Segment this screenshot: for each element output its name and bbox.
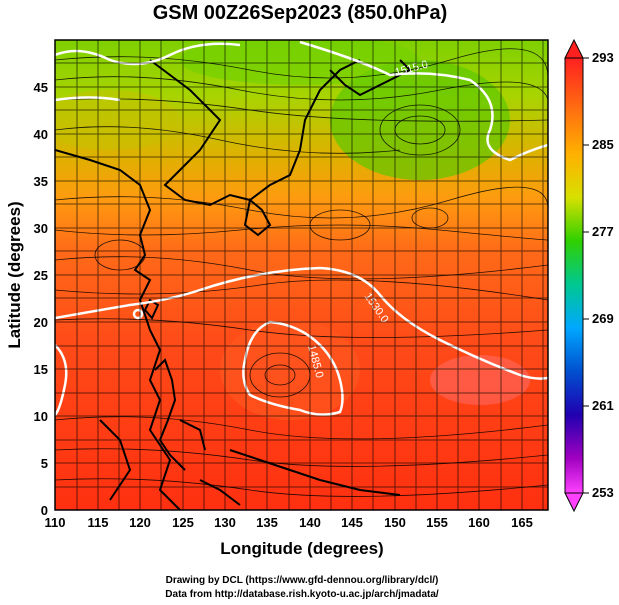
y-tick-label: 40: [34, 127, 48, 142]
y-tick-label: 0: [41, 503, 48, 518]
x-tick-label: 125: [172, 515, 194, 530]
x-tick-label: 135: [256, 515, 278, 530]
y-tick-label: 25: [34, 268, 48, 283]
colorbar: 293 285 277 269 261 253: [564, 38, 614, 513]
y-tick-label: 45: [34, 80, 48, 95]
x-axis-title: Longitude (degrees): [220, 539, 383, 558]
temperature-field: [55, 40, 548, 510]
y-tick-label: 15: [34, 362, 48, 377]
colorbar-label: 261: [592, 398, 614, 413]
x-tick-label: 140: [299, 515, 321, 530]
colorbar-label: 277: [592, 224, 614, 239]
x-tick-label: 120: [129, 515, 151, 530]
plot-frame: [54, 39, 549, 511]
y-tick-label: 5: [41, 456, 48, 471]
x-tick-label: 165: [511, 515, 533, 530]
y-axis-title: Latitude (degrees): [5, 201, 24, 348]
colorbar-label: 293: [592, 50, 614, 65]
y-tick-label: 30: [34, 221, 48, 236]
x-tick-label: 155: [426, 515, 448, 530]
colorbar-label: 269: [592, 311, 614, 326]
colorbar-label: 253: [592, 485, 614, 500]
y-axis: 0 5 10 15 20 25 30 35 40 45 Latitude (de…: [5, 80, 48, 518]
x-tick-label: 150: [384, 515, 406, 530]
x-axis: 110 115 120 125 130 135 140 145 150 155 …: [45, 515, 533, 558]
x-tick-label: 115: [88, 515, 109, 530]
chart-title: GSM 00Z26Sep2023 (850.0hPa): [152, 2, 448, 24]
x-tick-label: 130: [214, 515, 236, 530]
credit-line-2: Data from http://database.rish.kyoto-u.a…: [165, 589, 439, 600]
y-tick-label: 35: [34, 174, 48, 189]
credit-line-1: Drawing by DCL (https://www.gfd-dennou.o…: [165, 575, 439, 586]
map-grid: [55, 40, 548, 510]
x-tick-label: 145: [341, 515, 363, 530]
colorbar-label: 285: [592, 137, 614, 152]
x-tick-label: 110: [45, 515, 66, 530]
x-tick-label: 160: [468, 515, 490, 530]
y-tick-label: 10: [34, 409, 48, 424]
y-tick-label: 20: [34, 315, 48, 330]
